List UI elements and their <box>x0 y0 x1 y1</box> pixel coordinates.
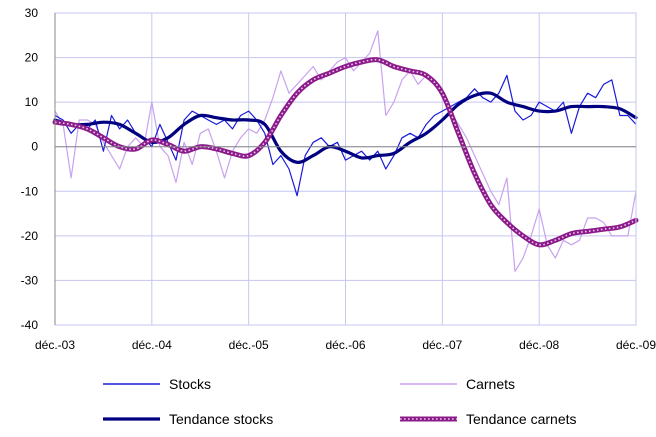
y-tick-label: -20 <box>21 229 39 243</box>
x-tick-label: déc.-09 <box>616 338 656 352</box>
y-tick-label: -40 <box>21 318 39 332</box>
x-tick-label: déc.-05 <box>229 338 269 352</box>
x-tick-label: déc.-04 <box>132 338 172 352</box>
x-tick-label: déc.-08 <box>519 338 559 352</box>
y-tick-label: 30 <box>25 6 39 20</box>
legend-label-tendance-carnets: Tendance carnets <box>466 411 577 427</box>
y-tick-label: 10 <box>25 95 39 109</box>
y-tick-label: -30 <box>21 273 39 287</box>
gridlines <box>55 13 636 325</box>
legend-label-carnets: Carnets <box>466 376 515 392</box>
x-tick-label: déc.-07 <box>422 338 462 352</box>
y-tick-label: 0 <box>31 140 38 154</box>
x-tick-label: déc.-03 <box>35 338 75 352</box>
x-tick-labels: déc.-03 déc.-04 déc.-05 déc.-06 déc.-07 déc.-… <box>35 338 656 352</box>
legend: Stocks Carnets Tendance stocks Tendance car… <box>103 376 577 427</box>
legend-label-tendance-stocks: Tendance stocks <box>169 411 273 427</box>
x-tick-label: déc.-06 <box>325 338 365 352</box>
y-tick-label: 20 <box>25 51 39 65</box>
y-tick-labels: -40 -30 -20 -10 0 10 20 30 <box>21 6 39 332</box>
legend-label-stocks: Stocks <box>169 376 211 392</box>
y-tick-label: -10 <box>21 184 39 198</box>
